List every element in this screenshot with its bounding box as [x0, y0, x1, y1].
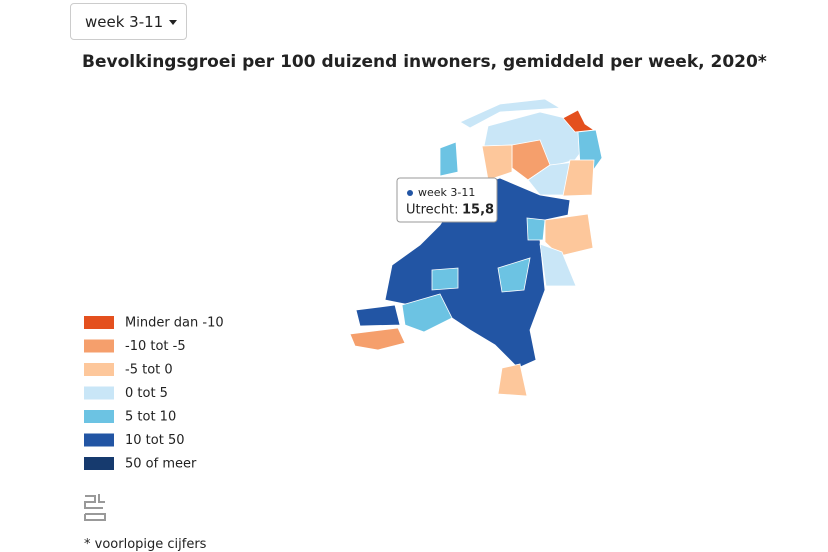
tooltip-region: Utrecht:: [406, 203, 459, 218]
region[interactable]: [349, 327, 406, 351]
region[interactable]: [539, 243, 577, 287]
region[interactable]: [459, 98, 562, 129]
legend-swatch: [84, 363, 114, 376]
region[interactable]: [526, 217, 546, 241]
regions: [349, 98, 603, 397]
region[interactable]: [562, 159, 595, 197]
legend: Minder dan -10 -10 tot -5 -5 tot 0 0 tot 5 5…: [84, 316, 224, 472]
region[interactable]: [431, 267, 459, 291]
map-title: Bevolkingsgroei per 100 duizend inwoners…: [82, 52, 767, 72]
week-dropdown[interactable]: week 3-11: [70, 3, 187, 40]
logo-shape: [84, 494, 106, 521]
legend-label: 5 tot 10: [125, 410, 176, 425]
legend-label: 50 of meer: [125, 457, 197, 472]
caret: [169, 20, 177, 25]
cbs-logo: [84, 494, 106, 521]
tooltip-box: [396, 177, 498, 223]
legend-swatch: [84, 339, 114, 353]
legend-swatch: [84, 316, 114, 329]
region[interactable]: [544, 213, 594, 257]
legend-label: -5 tot 0: [125, 363, 173, 378]
legend-label: -10 tot -5: [125, 339, 186, 354]
legend-swatch: [84, 410, 114, 423]
region[interactable]: [481, 144, 513, 181]
footnote: * voorlopige cijfers: [84, 537, 207, 552]
tooltip-value: 15,8: [462, 203, 494, 218]
region[interactable]: [355, 304, 401, 327]
region[interactable]: [562, 109, 596, 133]
legend-label: 0 tot 5: [125, 386, 168, 401]
region[interactable]: [497, 257, 531, 293]
tooltip-dot: [407, 190, 413, 196]
tooltip: week 3-11 Utrecht: 15,8: [396, 177, 498, 223]
region[interactable]: [439, 141, 459, 177]
tooltip-series: week 3-11: [418, 186, 475, 199]
region[interactable]: [401, 293, 453, 333]
legend-label: Minder dan -10: [125, 316, 224, 331]
legend-swatch: [84, 457, 114, 470]
legend-swatch: [84, 433, 114, 447]
region[interactable]: [497, 363, 528, 397]
dropdown-label: week 3-11: [85, 13, 164, 31]
legend-swatch: [84, 386, 114, 400]
legend-label: 10 tot 50: [125, 433, 185, 448]
